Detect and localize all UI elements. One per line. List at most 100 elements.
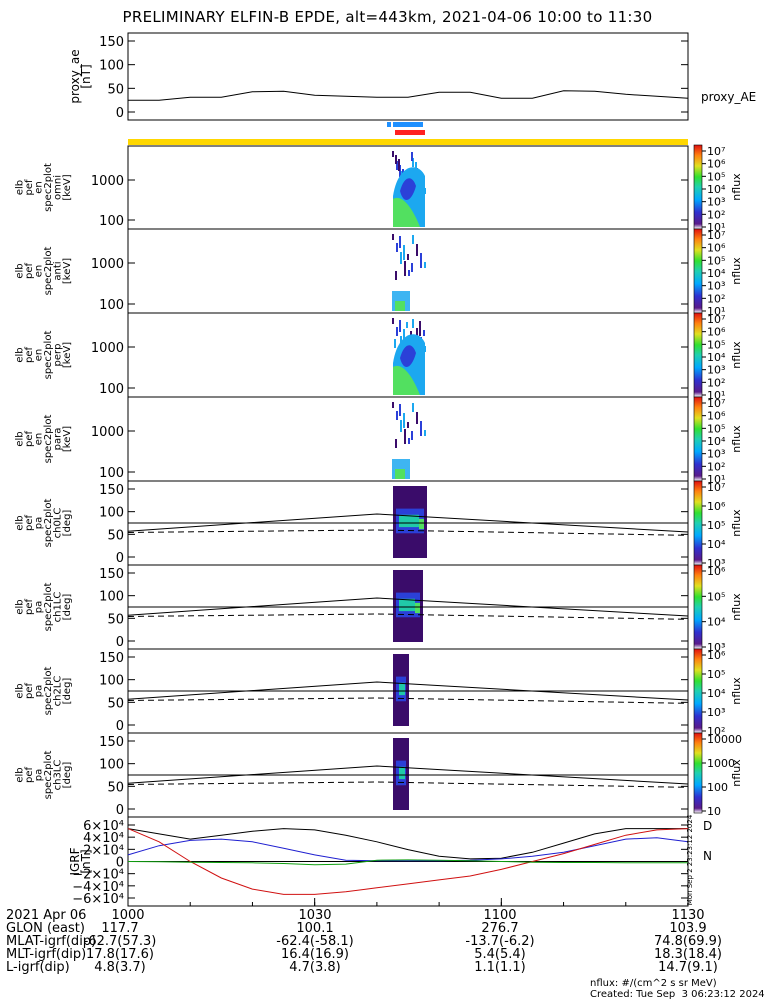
heatmap-cell bbox=[403, 329, 405, 344]
ytick-label: 50 bbox=[107, 528, 124, 543]
heatmap-cell bbox=[407, 422, 409, 428]
colorbar-tick-label: 10³ bbox=[707, 641, 725, 654]
ytick-label: 0 bbox=[116, 803, 124, 818]
colorbar-label: nflux bbox=[730, 509, 743, 537]
anti-loss-cone-line bbox=[127, 781, 689, 788]
loss-cone-line bbox=[127, 597, 689, 617]
ylabel-line: [deg] bbox=[62, 510, 73, 537]
heatmap-cell bbox=[399, 320, 401, 332]
colorbar-tick-label: 10³ bbox=[707, 196, 725, 209]
ylabel-line: [deg] bbox=[62, 762, 73, 789]
colorbar-tick-label: 1000 bbox=[707, 757, 735, 770]
ylabel-line: en bbox=[34, 349, 45, 362]
heatmap-cell bbox=[400, 420, 402, 432]
ytick-label: 50 bbox=[107, 612, 124, 627]
heatmap-cell bbox=[412, 235, 414, 244]
ylabel-line: pa bbox=[34, 769, 45, 781]
ytick-label: 0 bbox=[116, 719, 124, 734]
ytick-label: 2×10⁴ bbox=[83, 843, 124, 858]
ylabel-line: elb bbox=[15, 263, 26, 278]
table-cell: 74.8(69.9) bbox=[654, 934, 722, 949]
ytick-label: 150 bbox=[99, 735, 124, 750]
colorbar-tick-label: 10⁴ bbox=[707, 351, 726, 364]
heatmap-cell bbox=[396, 411, 398, 420]
ylabel-line: pa bbox=[34, 601, 45, 613]
table-cell: 276.7 bbox=[481, 921, 518, 936]
plot-title: PRELIMINARY ELFIN-B EPDE, alt=443km, 202… bbox=[122, 8, 653, 26]
heatmap-cell bbox=[399, 682, 405, 696]
ylabel-line: para bbox=[53, 428, 64, 451]
ylabel-line: ch0LC bbox=[53, 508, 64, 539]
colorbar-tick-label: 10² bbox=[707, 460, 725, 473]
heatmap-cell bbox=[396, 161, 398, 170]
ytick-label: 100 bbox=[99, 59, 124, 74]
ylabel-line: pef bbox=[24, 599, 35, 616]
heatmap-cell bbox=[399, 236, 401, 248]
ylabel-line: elb bbox=[15, 599, 26, 614]
heatmap-cell bbox=[399, 404, 401, 416]
table-cell: 4.7(3.8) bbox=[289, 960, 341, 975]
ylabel-line: pef bbox=[24, 683, 35, 700]
heatmap-cell bbox=[393, 197, 420, 227]
heatmap-cell bbox=[395, 301, 405, 311]
igrf-line-green bbox=[127, 859, 688, 866]
heatmap-cell bbox=[404, 429, 406, 444]
colorbar-tick-label: 10⁶ bbox=[707, 158, 726, 171]
heatmap-cell bbox=[423, 330, 425, 336]
colorbar bbox=[693, 396, 703, 482]
table-cell: 18.3(18.4) bbox=[654, 947, 722, 962]
igrf-legend-n: N bbox=[703, 849, 712, 863]
table-cell: 14.7(9.1) bbox=[658, 960, 718, 975]
ytick-label: 100 bbox=[99, 506, 124, 521]
table-cell: 100.1 bbox=[296, 921, 333, 936]
colorbar-tick-label: 10³ bbox=[707, 280, 725, 293]
heatmap-cell bbox=[396, 327, 398, 336]
colorbar-tick-label: 100 bbox=[707, 781, 728, 794]
ytick-label: 0 bbox=[116, 856, 124, 871]
status-bar-red bbox=[395, 130, 425, 135]
heatmap-cell bbox=[400, 252, 402, 264]
colorbar-tick-label: 10⁶ bbox=[707, 649, 726, 662]
ylabel-line: elb bbox=[15, 515, 26, 530]
ytick-label: 100 bbox=[99, 590, 124, 605]
ytick-label: 150 bbox=[99, 567, 124, 582]
table-cell: 16.4(16.9) bbox=[281, 947, 349, 962]
ylabel-line: IGRF bbox=[68, 847, 82, 875]
heatmap-data bbox=[392, 402, 426, 479]
ylabel-line: pef bbox=[24, 263, 35, 280]
ytick-label: 1000 bbox=[91, 425, 124, 440]
colorbar-tick-label: 10⁴ bbox=[707, 538, 726, 551]
table-cell: -62.7(57.3) bbox=[84, 934, 157, 949]
colorbar-tick-label: 10² bbox=[707, 208, 725, 221]
colorbar-tick-label: 10⁴ bbox=[707, 616, 726, 629]
ytick-label: 1000 bbox=[91, 257, 124, 272]
footer-units: nflux: #/(cm^2 s sr MeV) bbox=[590, 978, 717, 989]
ytick-label: 150 bbox=[99, 651, 124, 666]
colorbar-tick-label: 10⁴ bbox=[707, 267, 726, 280]
table-cell: 117.7 bbox=[101, 921, 138, 936]
proxy-ae-legend: proxy_AE bbox=[701, 90, 756, 104]
heatmap-cell bbox=[412, 403, 414, 412]
heatmap-cell bbox=[392, 318, 394, 324]
colorbar bbox=[693, 228, 703, 314]
ytick-label: 100 bbox=[99, 298, 124, 313]
ylabel-line: en bbox=[34, 433, 45, 446]
colorbar-label: nflux bbox=[730, 759, 743, 787]
heatmap-cell bbox=[398, 159, 400, 171]
heatmap-cell bbox=[403, 413, 405, 428]
side-timestamp: Mon Sep 2 23:23:12 2024 bbox=[686, 814, 694, 905]
footer-created: Created: Tue Sep 3 06:23:12 2024 bbox=[590, 989, 765, 1000]
ytick-label: −6×10⁴ bbox=[72, 892, 124, 907]
heatmap-cell bbox=[392, 151, 394, 157]
colorbar-tick-label: 10⁵ bbox=[707, 338, 725, 351]
ylabel-line: ch1LC bbox=[53, 592, 64, 623]
colorbar-tick-label: 10⁴ bbox=[707, 687, 726, 700]
pa-panel-data bbox=[127, 738, 689, 810]
ylabel-line: en bbox=[34, 265, 45, 278]
ylabel-line: omni bbox=[53, 175, 64, 200]
colorbar-tick-label: 10⁷ bbox=[707, 229, 725, 242]
heatmap-cell bbox=[416, 412, 418, 424]
colorbar-tick-label: 10¹ bbox=[707, 305, 725, 318]
table-row-label: GLON (east) bbox=[6, 921, 85, 936]
colorbar-tick-label: 10 bbox=[707, 805, 721, 818]
